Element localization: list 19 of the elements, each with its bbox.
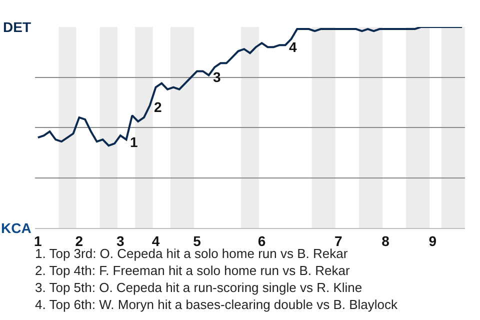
x-tick-label: 6 [258, 232, 266, 249]
text: 4. Top 6th: W. Moryn hit a bases-clearing double vs B. Blaylock [35, 297, 398, 312]
text: 2. Top 4th: F. Freeman hit a solo home run vs B. Rekar [35, 263, 350, 278]
x-tick-label: 1 [34, 232, 42, 249]
x-tick-label: 3 [116, 232, 125, 249]
annotation: 4 [289, 39, 297, 55]
annotation: 1 [130, 134, 138, 150]
x-tick-label: 2 [75, 232, 84, 249]
annotation: 3 [213, 69, 221, 85]
x-tick-label: 8 [382, 232, 390, 249]
x-tick-label: 9 [428, 232, 437, 249]
text: KCA [1, 220, 32, 236]
text: 3. Top 5th: O. Cepeda hit a run-scoring single vs R. Kline [35, 280, 362, 295]
x-tick-label: 5 [193, 232, 202, 249]
text: 1. Top 3rd: O. Cepeda hit a solo home run vs B. Rekar [35, 246, 348, 261]
annotation: 2 [154, 99, 162, 115]
text: DET [3, 19, 32, 35]
x-tick-label: 7 [334, 232, 342, 249]
x-tick-label: 4 [152, 232, 160, 249]
